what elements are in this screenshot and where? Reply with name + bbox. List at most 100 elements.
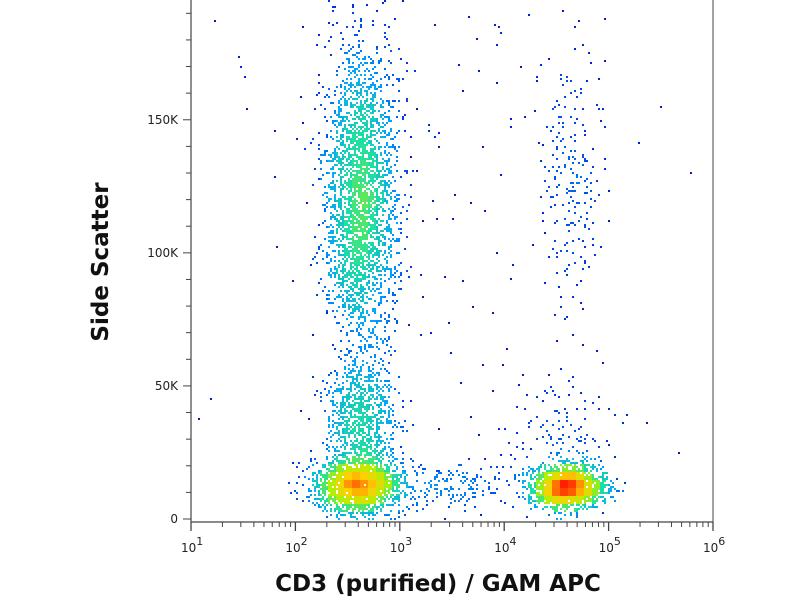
- data-point: [322, 250, 324, 252]
- data-point: [372, 220, 374, 222]
- data-point: [390, 272, 392, 274]
- data-point: [346, 274, 348, 276]
- data-point: [572, 182, 574, 184]
- data-point: [370, 332, 372, 334]
- data-point: [354, 446, 356, 448]
- data-point: [380, 146, 382, 148]
- data-point: [586, 160, 588, 162]
- data-point: [412, 424, 414, 426]
- data-point: [336, 200, 338, 202]
- data-point: [348, 428, 350, 430]
- data-point: [532, 470, 534, 472]
- data-point: [364, 276, 366, 278]
- data-point: [388, 388, 390, 390]
- data-point: [522, 472, 524, 474]
- data-point: [348, 228, 350, 230]
- data-point: [352, 142, 354, 144]
- data-point: [358, 30, 360, 32]
- data-point: [350, 382, 352, 384]
- data-point: [378, 440, 380, 442]
- data-point: [528, 422, 530, 424]
- data-point: [338, 124, 340, 126]
- data-point: [358, 142, 360, 144]
- data-point: [556, 508, 558, 510]
- data-point: [376, 176, 378, 178]
- data-point: [344, 88, 346, 90]
- data-point: [348, 508, 350, 510]
- data-point: [548, 470, 550, 472]
- data-point: [354, 192, 356, 194]
- data-point: [460, 382, 462, 384]
- data-point: [378, 288, 380, 290]
- data-point: [536, 438, 538, 440]
- data-point: [394, 276, 396, 278]
- data-point: [328, 298, 330, 300]
- data-point: [450, 478, 452, 480]
- data-point: [338, 140, 340, 142]
- data-point: [362, 448, 364, 450]
- data-point: [332, 204, 334, 206]
- data-point: [584, 202, 586, 204]
- data-point: [352, 222, 354, 224]
- data-point: [496, 488, 498, 490]
- data-point: [330, 230, 332, 232]
- data-point: [364, 318, 366, 320]
- data-point: [364, 182, 366, 184]
- data-point: [356, 34, 358, 36]
- data-point: [334, 284, 336, 286]
- data-point: [358, 272, 360, 274]
- data-point: [370, 438, 372, 440]
- data-point: [354, 444, 356, 446]
- data-point: [410, 196, 412, 198]
- data-point: [340, 440, 342, 442]
- data-point: [378, 304, 380, 306]
- data-point: [380, 300, 382, 302]
- data-point: [364, 442, 366, 444]
- data-point: [608, 220, 610, 222]
- data-point: [340, 168, 342, 170]
- data-point: [558, 460, 560, 462]
- data-point: [454, 194, 456, 196]
- data-point: [346, 104, 348, 106]
- data-point: [376, 322, 378, 324]
- data-point: [398, 240, 400, 242]
- data-point: [394, 18, 396, 20]
- data-point: [514, 478, 516, 480]
- data-point: [590, 206, 592, 208]
- data-point: [360, 386, 362, 388]
- data-point: [500, 500, 502, 502]
- data-point: [374, 88, 376, 90]
- data-point: [350, 78, 352, 80]
- data-point: [376, 102, 378, 104]
- data-point: [368, 374, 370, 376]
- data-point: [348, 294, 350, 296]
- data-point: [602, 476, 604, 478]
- data-point: [378, 122, 380, 124]
- data-point: [364, 176, 366, 178]
- data-point: [344, 94, 346, 96]
- data-point: [358, 96, 360, 98]
- data-point: [526, 516, 528, 518]
- data-point: [354, 70, 356, 72]
- data-point: [354, 452, 356, 454]
- data-point: [346, 396, 348, 398]
- data-point: [334, 124, 336, 126]
- data-point: [338, 356, 340, 358]
- data-point: [332, 240, 334, 242]
- data-point: [322, 380, 324, 382]
- data-point: [364, 170, 366, 172]
- data-point: [372, 510, 374, 512]
- data-point: [388, 380, 390, 382]
- data-point: [384, 330, 386, 332]
- data-point: [370, 244, 372, 246]
- data-point: [346, 102, 348, 104]
- data-point: [358, 220, 360, 222]
- data-point: [334, 94, 336, 96]
- data-point: [388, 278, 390, 280]
- data-point: [388, 226, 390, 228]
- data-point: [362, 162, 364, 164]
- data-point: [346, 252, 348, 254]
- data-point: [402, 470, 404, 472]
- data-point: [396, 478, 398, 480]
- data-point: [348, 154, 350, 156]
